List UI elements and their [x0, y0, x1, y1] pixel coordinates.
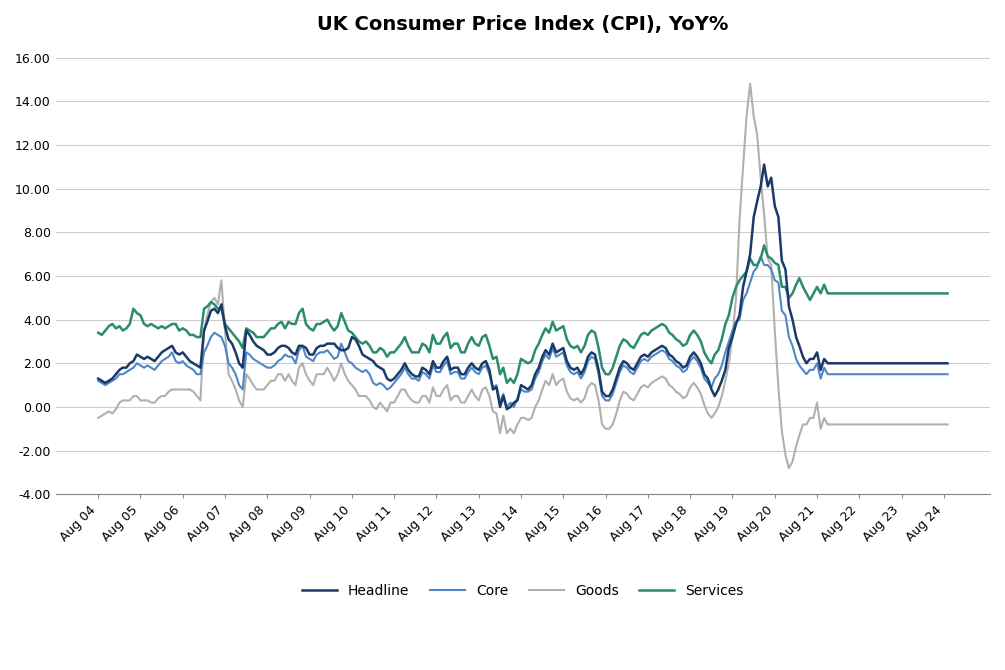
Line: Services: Services: [98, 245, 948, 383]
Legend: Headline, Core, Goods, Services: Headline, Core, Goods, Services: [296, 579, 749, 604]
Title: UK Consumer Price Index (CPI), YoY%: UK Consumer Price Index (CPI), YoY%: [318, 15, 729, 34]
Line: Goods: Goods: [98, 84, 948, 468]
Line: Core: Core: [98, 257, 948, 407]
Line: Headline: Headline: [98, 165, 948, 409]
